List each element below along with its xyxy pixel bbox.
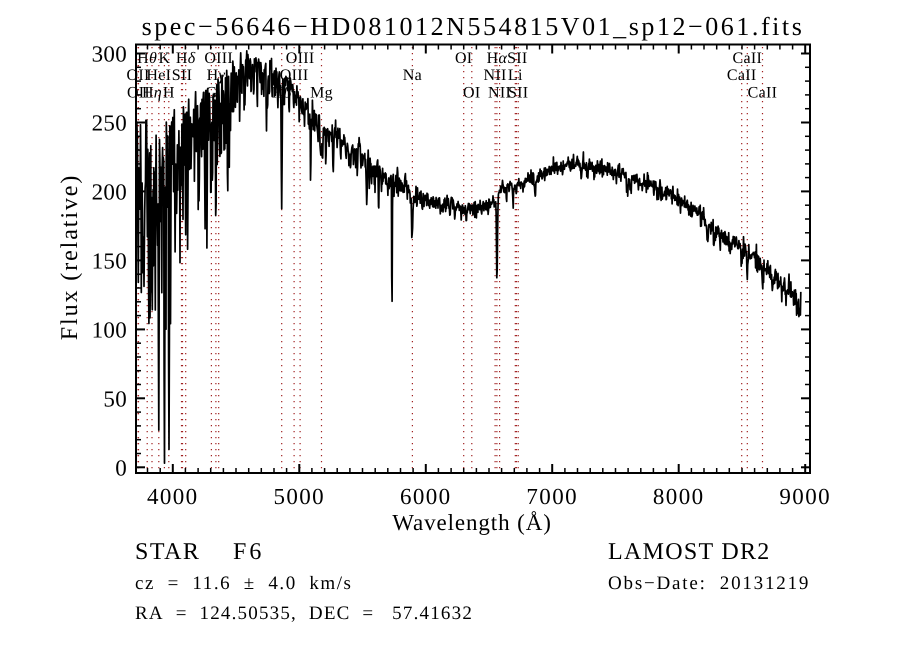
- svg-text:OII: OII: [127, 84, 150, 101]
- svg-text:OI: OI: [455, 50, 472, 67]
- svg-text:Wavelength (Å): Wavelength (Å): [392, 510, 552, 535]
- svg-text:Hβ: Hβ: [272, 84, 292, 101]
- svg-text:Hα: Hα: [487, 50, 508, 67]
- svg-text:250: 250: [92, 111, 127, 136]
- svg-text:OIII: OIII: [286, 50, 315, 67]
- svg-text:4000: 4000: [147, 484, 199, 509]
- svg-text:Mg: Mg: [310, 84, 333, 101]
- svg-text:SII: SII: [508, 84, 528, 101]
- svg-text:LAMOST DR2: LAMOST DR2: [608, 539, 771, 565]
- svg-text:200: 200: [92, 179, 127, 204]
- svg-text:6000: 6000: [400, 484, 452, 509]
- svg-text:F6: F6: [233, 539, 264, 565]
- svg-text:spec−56646−HD081012N554815V01_: spec−56646−HD081012N554815V01_sp12−061.f…: [142, 12, 805, 41]
- svg-text:Flux (relative): Flux (relative): [57, 174, 83, 340]
- svg-text:Hγ: Hγ: [207, 67, 226, 84]
- svg-text:OI: OI: [463, 84, 480, 101]
- svg-text:7000: 7000: [526, 484, 578, 509]
- svg-text:Li: Li: [508, 67, 523, 84]
- svg-text:SII: SII: [172, 67, 192, 84]
- svg-text:Hδ: Hδ: [176, 50, 196, 67]
- svg-text:OII: OII: [127, 67, 150, 84]
- svg-text:STAR: STAR: [135, 539, 200, 565]
- svg-text:150: 150: [92, 248, 127, 273]
- svg-text:Hη: Hη: [142, 84, 162, 101]
- svg-text:SII: SII: [507, 50, 527, 67]
- svg-text:Obs−Date: 20131219: Obs−Date: 20131219: [608, 573, 810, 594]
- svg-text:5000: 5000: [273, 484, 325, 509]
- svg-text:OIII: OIII: [204, 50, 233, 67]
- svg-text:HeI: HeI: [146, 67, 171, 84]
- svg-text:NII: NII: [484, 67, 507, 84]
- svg-text:Na: Na: [403, 67, 422, 84]
- svg-text:H: H: [163, 84, 175, 101]
- svg-text:RA = 124.50535, DEC = 57: RA = 124.50535, DEC = 57.41632: [135, 603, 473, 624]
- svg-text:Hθ: Hθ: [137, 50, 157, 67]
- svg-text:CaII: CaII: [727, 67, 757, 84]
- svg-text:NII: NII: [488, 84, 511, 101]
- svg-text:8000: 8000: [653, 484, 705, 509]
- svg-text:OIII: OIII: [280, 67, 309, 84]
- svg-text:9000: 9000: [779, 484, 831, 509]
- svg-text:0: 0: [115, 455, 127, 480]
- svg-text:CaII: CaII: [748, 84, 778, 101]
- svg-text:50: 50: [103, 386, 127, 411]
- svg-text:G: G: [205, 84, 217, 101]
- svg-text:cz = 11.6 ± 4.0 km/s: cz = 11.6 ± 4.0 km/s: [135, 573, 353, 594]
- svg-text:100: 100: [92, 317, 127, 342]
- svg-text:CaII: CaII: [732, 50, 762, 67]
- svg-text:300: 300: [92, 42, 127, 67]
- svg-text:K: K: [158, 50, 170, 67]
